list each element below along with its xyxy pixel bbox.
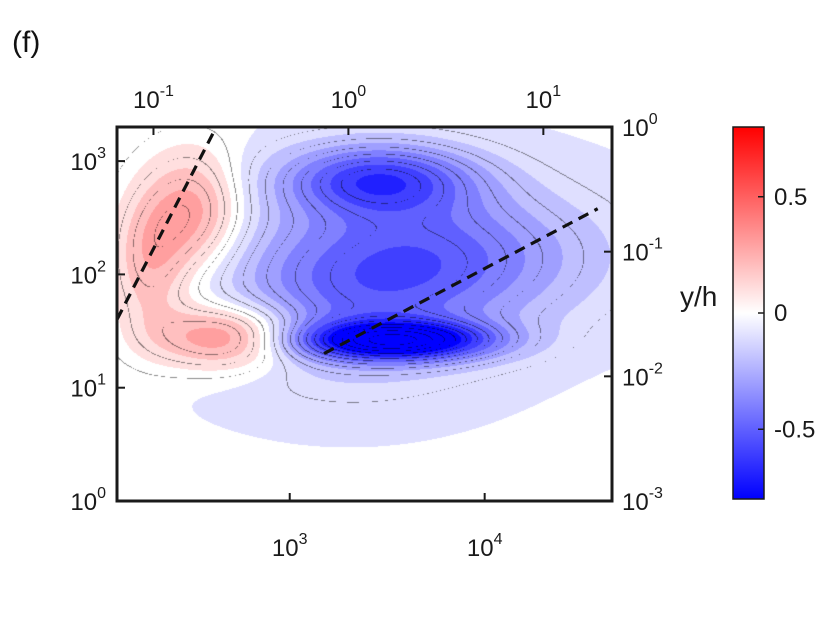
bottom-tick-label-2: 104 [467, 531, 503, 562]
right-tick-label-3: 10-1 [622, 236, 663, 267]
left-tick-label-1: 100 [70, 485, 106, 516]
left-tick-label-3: 102 [70, 258, 106, 289]
top-axis: 10-1 100 101 [133, 83, 561, 135]
contour-field [117, 127, 612, 501]
bottom-tick-label-1: 103 [272, 531, 308, 562]
left-tick-label-4: 103 [70, 145, 106, 176]
dashed-line-2 [323, 207, 599, 356]
colorbar-ticks: 0.5 0 -0.5 [758, 184, 815, 443]
right-tick-label-4: 100 [622, 111, 658, 142]
panel-label: (f) [12, 26, 40, 59]
top-tick-label-3: 101 [526, 83, 562, 114]
bottom-axis: 103 104 [272, 493, 503, 562]
left-tick-label-2: 101 [70, 372, 106, 403]
plot-area [115, 125, 614, 503]
right-tick-label-2: 10-2 [622, 360, 663, 391]
dashed-lines [117, 127, 599, 356]
right-axis-label: y/h [680, 281, 717, 312]
right-axis: 10-3 10-2 10-1 100 [604, 111, 663, 516]
top-tick-label-1: 10-1 [133, 83, 174, 114]
colorbar-tick-label-1: 0.5 [774, 184, 807, 211]
plot-frame [115, 125, 614, 503]
dashed-line-1 [117, 127, 218, 321]
right-tick-label-1: 10-3 [622, 485, 663, 516]
colorbar-tick-label-2: 0 [774, 300, 787, 327]
colorbar: 0.5 0 -0.5 [732, 126, 815, 500]
top-tick-label-2: 100 [331, 83, 367, 114]
colorbar-tick-label-3: -0.5 [774, 416, 815, 443]
left-axis: 100 101 102 103 [70, 145, 125, 516]
